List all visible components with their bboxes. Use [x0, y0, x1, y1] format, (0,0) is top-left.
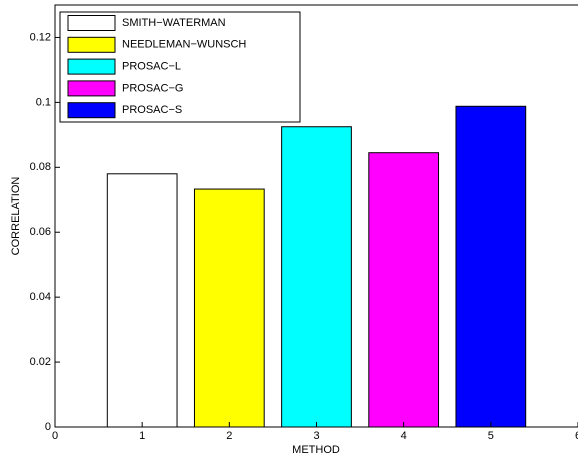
bar [106, 173, 178, 428]
y-tick-label: 0.08 [30, 161, 51, 173]
y-tick-label: 0.1 [36, 96, 51, 108]
legend-swatch [67, 58, 116, 75]
legend-swatch [67, 36, 116, 53]
x-tick-label: 0 [52, 430, 58, 442]
legend-label: SMITH−WATERMAN [122, 17, 226, 29]
legend-swatch [67, 80, 116, 97]
x-tick-label: 4 [401, 430, 407, 442]
plot-frame [54, 4, 578, 428]
x-tick-label: 5 [488, 430, 494, 442]
y-tick-label: 0 [45, 421, 51, 433]
x-tick-label: 3 [313, 430, 319, 442]
legend-label: PROSAC−G [122, 82, 183, 94]
legend-swatch [67, 15, 116, 31]
y-axis-label: CORRELATION [10, 177, 22, 256]
y-tick-label: 0.12 [30, 31, 51, 43]
legend-label: PROSAC−S [122, 104, 182, 116]
x-axis-label: METHOD [292, 444, 340, 456]
bar [455, 105, 527, 428]
x-tick-label: 1 [139, 430, 145, 442]
y-tick-label: 0.04 [30, 291, 51, 303]
x-tick-label: 6 [575, 430, 578, 442]
y-tick-label: 0.02 [30, 356, 51, 368]
bar [368, 152, 440, 428]
bar [281, 126, 352, 428]
y-tick-label: 0.06 [30, 226, 51, 238]
x-tick-label: 2 [226, 430, 232, 442]
legend-label: NEEDLEMAN−WUNSCH [122, 39, 246, 51]
bar [193, 188, 265, 428]
legend-label: PROSAC−L [122, 61, 181, 73]
legend-swatch [67, 102, 116, 119]
